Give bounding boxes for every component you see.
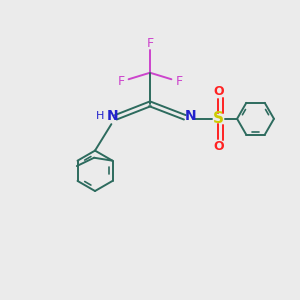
Text: O: O xyxy=(213,140,224,153)
Text: F: F xyxy=(117,74,124,88)
Text: O: O xyxy=(213,85,224,98)
Text: N: N xyxy=(185,110,197,123)
Text: S: S xyxy=(213,111,224,126)
Text: F: F xyxy=(146,38,154,50)
Text: N: N xyxy=(106,110,118,123)
Text: F: F xyxy=(176,74,183,88)
Text: H: H xyxy=(96,111,105,122)
